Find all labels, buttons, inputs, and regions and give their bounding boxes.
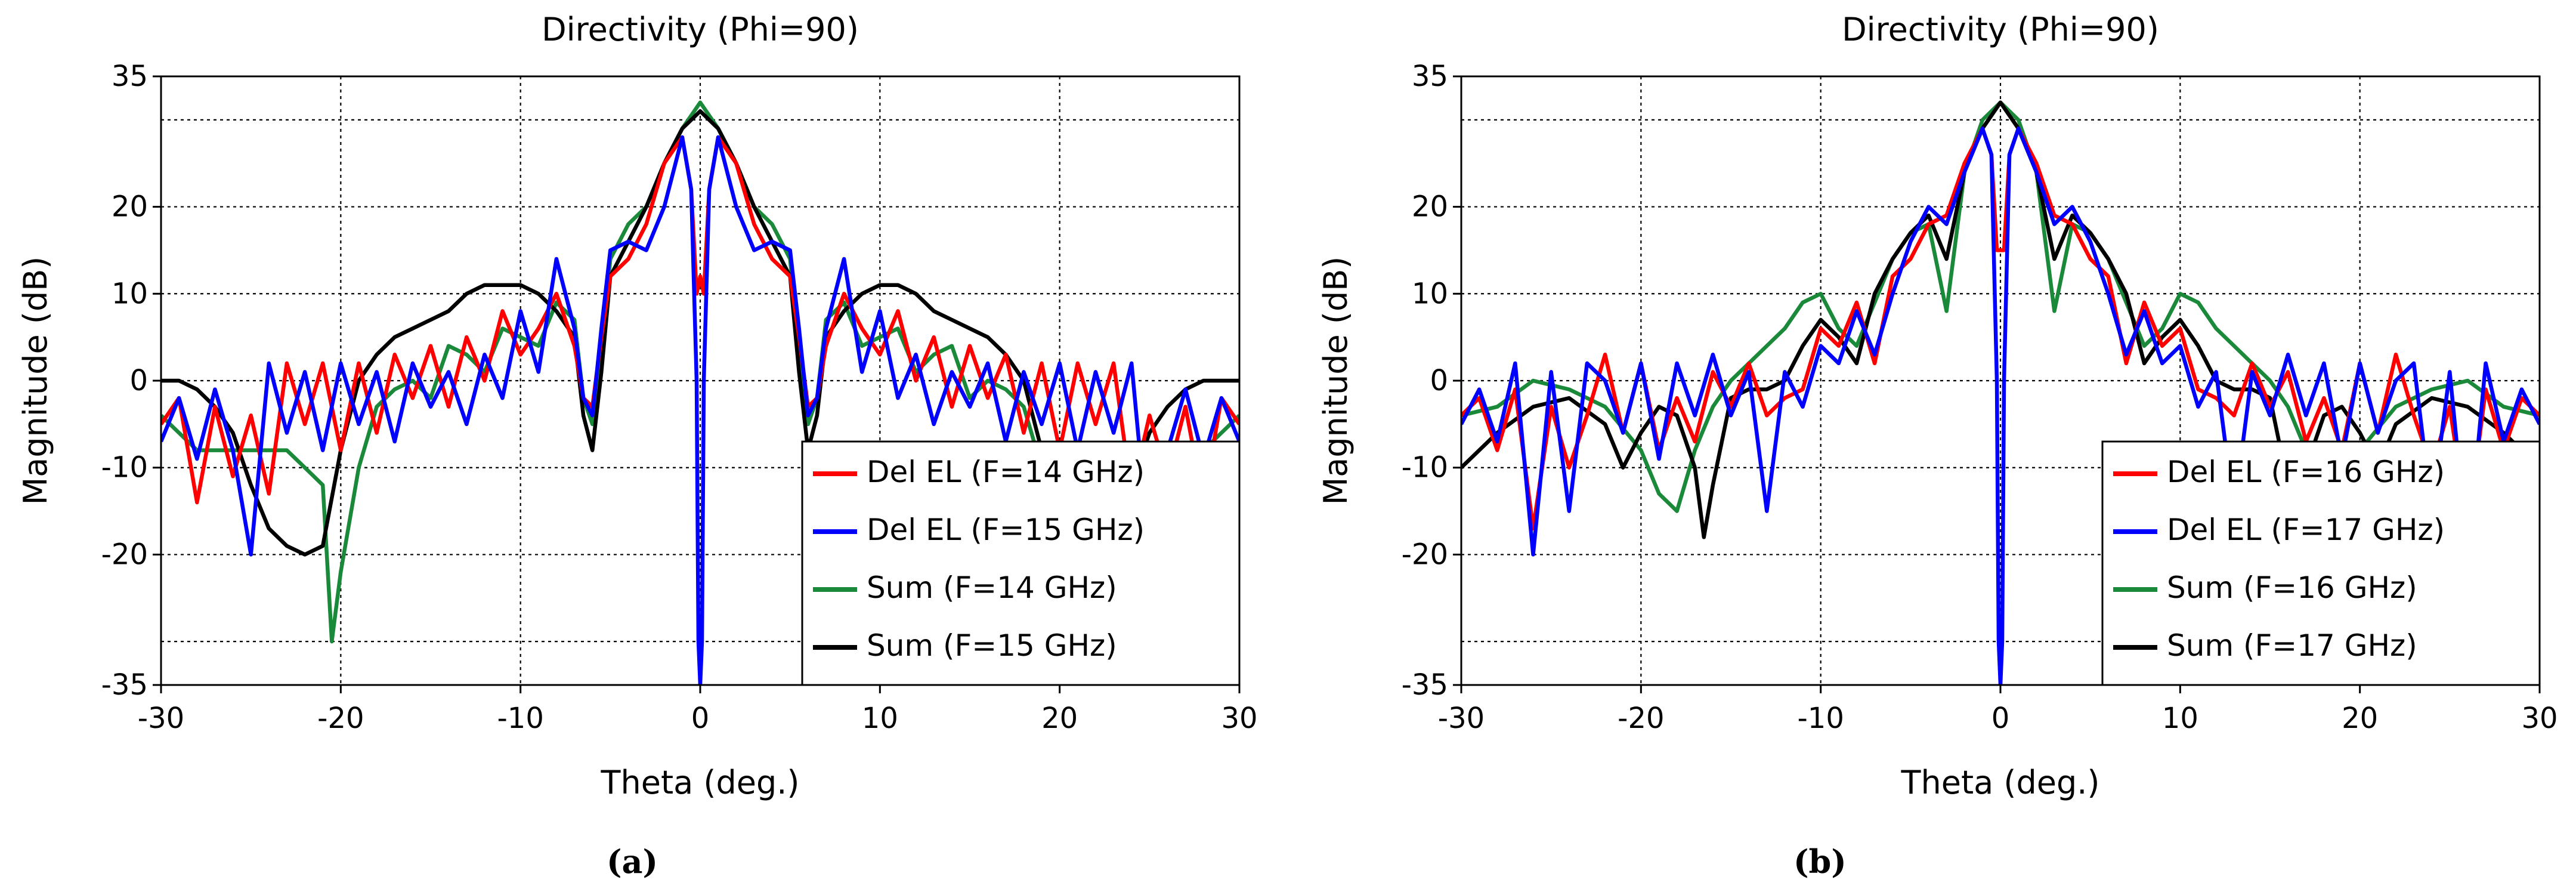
chart-panel-b: Directivity (Phi=90) -30 -20 -10 0 10 20 30 35 20… bbox=[1300, 0, 2576, 895]
chart-a-xtick-label-4: 10 bbox=[862, 702, 898, 735]
chart-b-ytick-label-6: -35 bbox=[1402, 668, 1448, 702]
chart-b-ytick-label-4: -10 bbox=[1402, 451, 1448, 484]
chart-b-title: Directivity (Phi=90) bbox=[1842, 11, 2159, 48]
chart-b-xlabel: Theta (deg.) bbox=[1901, 764, 2100, 801]
chart-b-ytick-label-2: 10 bbox=[1412, 277, 1448, 310]
chart-b-xtick-label-0: -30 bbox=[1438, 702, 1485, 735]
chart-b-ytick-label-5: -20 bbox=[1402, 538, 1448, 571]
chart-a-svg: Directivity (Phi=90) -30 -20 -10 0 10 20 30 35 20… bbox=[17, 11, 1258, 801]
chart-a-ytick-label-1: 20 bbox=[112, 190, 148, 224]
chart-a-series-line-1 bbox=[161, 135, 1239, 685]
chart-b-legend-label-0: Del EL (F=16 GHz) bbox=[2167, 455, 2445, 489]
chart-a-ytick-label-0: 35 bbox=[112, 60, 148, 93]
chart-a-legend-label-0: Del EL (F=14 GHz) bbox=[867, 455, 1145, 489]
chart-a-xtick-label-6: 30 bbox=[1221, 702, 1257, 735]
chart-panel-a: Directivity (Phi=90) -30 -20 -10 0 10 20 30 35 20… bbox=[0, 0, 1276, 895]
chart-a-xlabel: Theta (deg.) bbox=[601, 764, 800, 801]
chart-b-ytick-label-1: 20 bbox=[1412, 190, 1448, 224]
chart-a-ytick-label-4: -10 bbox=[101, 451, 148, 484]
chart-b-xtick-label-1: -20 bbox=[1618, 702, 1664, 735]
chart-a-ytick-label-6: -35 bbox=[101, 668, 148, 702]
chart-b-xtick-label-3: 0 bbox=[1991, 702, 2010, 735]
chart-b-legend-label-1: Del EL (F=17 GHz) bbox=[2167, 513, 2445, 547]
chart-a-ylabel: Magnitude (dB) bbox=[17, 257, 54, 505]
chart-a-title: Directivity (Phi=90) bbox=[542, 11, 859, 48]
caption-a: (a) bbox=[607, 842, 658, 881]
chart-b-ytick-label-0: 35 bbox=[1412, 60, 1448, 93]
chart-a-xtick-label-0: -30 bbox=[138, 702, 184, 735]
chart-a-legend-label-3: Sum (F=15 GHz) bbox=[867, 628, 1117, 663]
chart-a-xtick-label-2: -10 bbox=[497, 702, 543, 735]
chart-b-legend-box bbox=[2101, 440, 2541, 686]
chart-a-legend-box bbox=[801, 440, 1241, 686]
chart-b-ylabel: Magnitude (dB) bbox=[1317, 257, 1355, 505]
chart-b-ytick-label-3: 0 bbox=[1430, 364, 1448, 397]
chart-b-xtick-label-2: -10 bbox=[1797, 702, 1844, 735]
chart-b-xtick-label-4: 10 bbox=[2162, 702, 2198, 735]
chart-a-legend-label-2: Sum (F=14 GHz) bbox=[867, 570, 1117, 605]
caption-b: (b) bbox=[1793, 842, 1847, 881]
chart-a-xtick-label-5: 20 bbox=[1041, 702, 1078, 735]
chart-b-svg: Directivity (Phi=90) -30 -20 -10 0 10 20 30 35 20… bbox=[1317, 11, 2558, 801]
chart-a-xtick-label-1: -20 bbox=[317, 702, 364, 735]
chart-a-xtick-label-3: 0 bbox=[691, 702, 710, 735]
chart-a-ytick-label-2: 10 bbox=[112, 277, 148, 310]
chart-b-xtick-label-6: 30 bbox=[2521, 702, 2558, 735]
chart-a-legend-label-1: Del EL (F=15 GHz) bbox=[867, 513, 1145, 547]
chart-b-legend-label-3: Sum (F=17 GHz) bbox=[2167, 628, 2417, 663]
chart-a-ytick-label-3: 0 bbox=[129, 364, 148, 397]
chart-a-series-line-0 bbox=[161, 135, 1239, 505]
chart-a-ytick-label-5: -20 bbox=[101, 538, 148, 571]
chart-b-xtick-label-5: 20 bbox=[2342, 702, 2378, 735]
chart-b-legend-label-2: Sum (F=16 GHz) bbox=[2167, 570, 2417, 605]
